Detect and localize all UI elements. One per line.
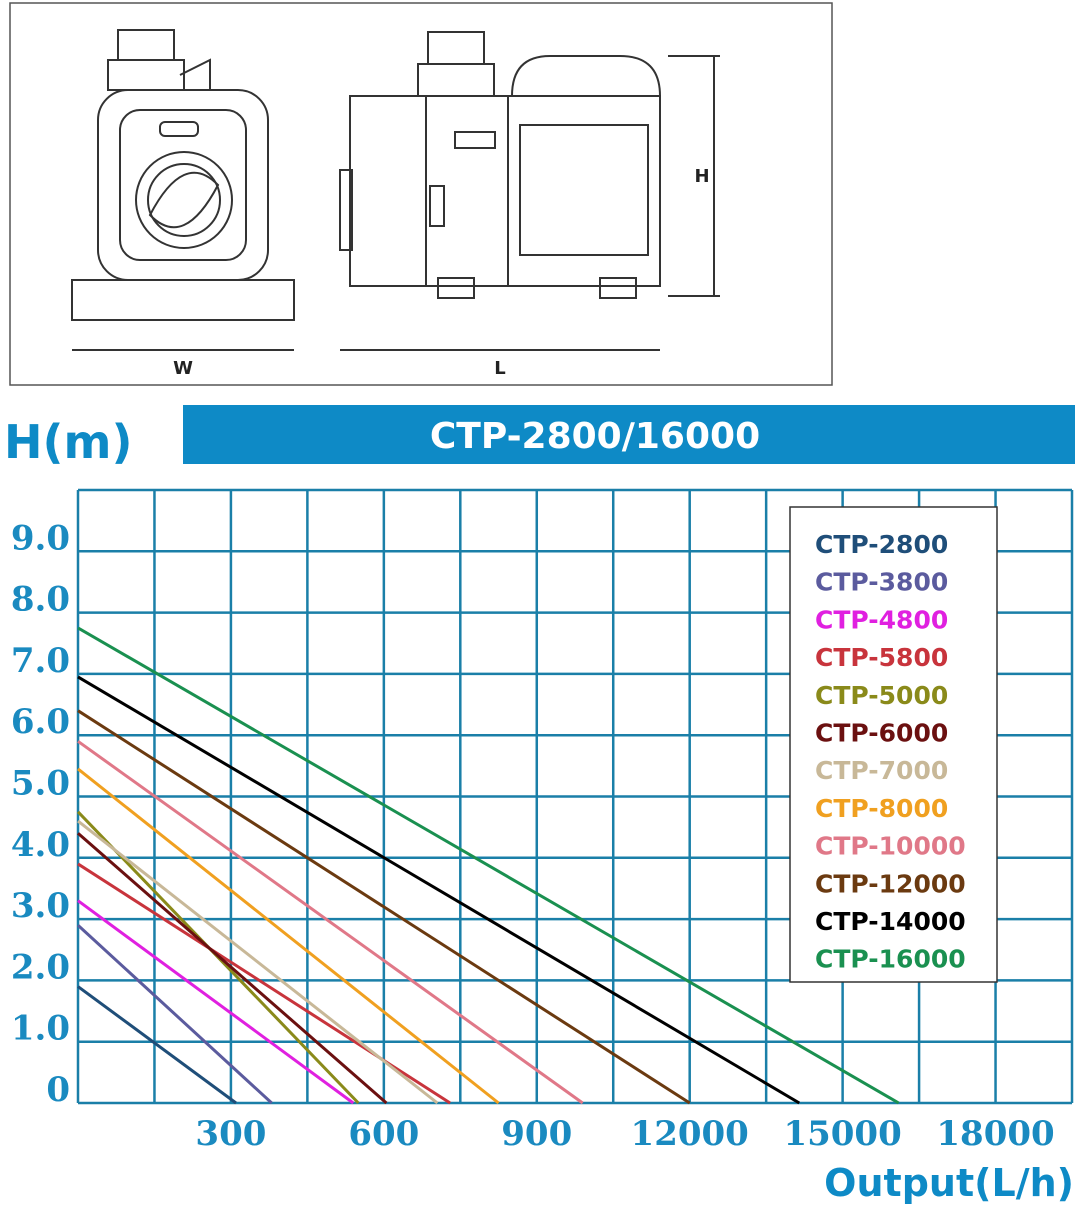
series-line <box>77 985 237 1105</box>
legend-entry: CTP-10000 <box>815 832 966 861</box>
y-tick-label: 6.0 <box>11 702 70 742</box>
legend-box <box>789 506 998 983</box>
series-line <box>77 675 801 1105</box>
length-label: L <box>494 358 505 379</box>
series-line <box>77 899 355 1105</box>
y-tick-label: 4.0 <box>11 825 70 865</box>
series-line <box>77 626 900 1105</box>
y-tick-label: 3.0 <box>11 886 70 926</box>
y-tick-label: 7.0 <box>11 641 70 681</box>
product-diagram: W L H <box>9 2 833 386</box>
legend-entry: CTP-6000 <box>815 719 948 748</box>
y-tick-label: 5.0 <box>11 764 70 804</box>
width-label: W <box>173 358 193 379</box>
y-tick-label: 8.0 <box>11 580 70 620</box>
x-tick-label: 900 <box>501 1114 572 1154</box>
legend-entry: CTP-5800 <box>815 643 948 672</box>
title-bar <box>183 405 1075 464</box>
x-axis-label: Output(L/h) <box>824 1161 1074 1205</box>
legend-entry: CTP-5000 <box>815 681 948 710</box>
legend-entry: CTP-16000 <box>815 945 966 974</box>
legend-entry: CTP-7000 <box>815 756 948 785</box>
chart-title: CTP-2800/16000 <box>430 416 760 457</box>
legend-entry: CTP-4800 <box>815 605 948 634</box>
y-tick-label: 0 <box>46 1070 70 1110</box>
y-tick-label: 1.0 <box>11 1009 70 1049</box>
series-line <box>77 709 691 1105</box>
series-line <box>77 832 388 1105</box>
legend-entry: CTP-8000 <box>815 794 948 823</box>
x-tick-label: 300 <box>195 1114 266 1154</box>
y-tick-label: 2.0 <box>11 947 70 987</box>
series-line <box>77 767 500 1105</box>
series-line <box>76 924 273 1105</box>
x-tick-label: 18000 <box>936 1114 1054 1154</box>
legend-entry: CTP-12000 <box>815 869 966 898</box>
y-axis-label: H(m) <box>4 415 132 469</box>
series-line <box>77 819 439 1105</box>
x-tick-label: 12000 <box>631 1114 749 1154</box>
x-tick-label: 15000 <box>783 1114 901 1154</box>
series-line <box>77 740 584 1105</box>
legend-entry: CTP-3800 <box>815 568 948 597</box>
height-label: H <box>694 166 709 187</box>
legend-entry: CTP-14000 <box>815 907 966 936</box>
y-tick-label: 9.0 <box>11 518 70 558</box>
series-line <box>77 862 451 1105</box>
legend-entry: CTP-2800 <box>815 530 948 559</box>
x-tick-label: 600 <box>348 1114 419 1154</box>
